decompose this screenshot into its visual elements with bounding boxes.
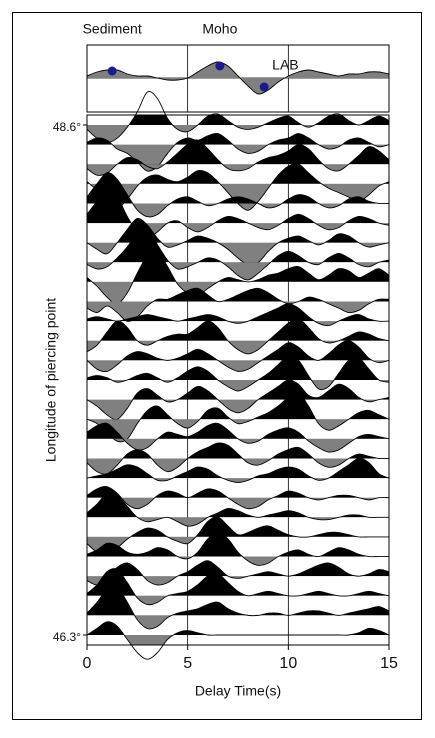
pick-label: Moho xyxy=(202,21,237,37)
trace-line xyxy=(86,516,389,556)
negative-fill xyxy=(87,340,389,354)
positive-fill xyxy=(109,560,389,577)
positive-fill xyxy=(87,585,389,616)
negative-fill xyxy=(92,281,218,304)
trace-line xyxy=(86,568,390,606)
trace-line xyxy=(86,531,389,566)
positive-fill xyxy=(87,492,369,518)
positive-fill xyxy=(87,318,389,341)
negative-fill xyxy=(87,321,389,326)
trace-line xyxy=(86,61,390,95)
negative-fill xyxy=(87,576,389,586)
trace-line xyxy=(86,172,390,218)
negative-fill xyxy=(123,438,389,453)
negative-fill xyxy=(87,635,389,645)
negative-fill xyxy=(87,360,389,372)
trace-line xyxy=(86,585,390,630)
trace-line xyxy=(86,379,390,421)
positive-fill xyxy=(87,486,389,498)
negative-fill xyxy=(87,125,389,143)
pick-dot xyxy=(215,61,225,71)
trace-line xyxy=(86,340,390,373)
x-tick-label: 15 xyxy=(380,655,398,672)
trace-line xyxy=(86,228,390,281)
y-axis-label: Longitude of piercing point xyxy=(43,298,59,462)
negative-fill xyxy=(121,497,379,509)
negative-fill xyxy=(87,301,374,322)
positive-fill xyxy=(87,115,389,125)
negative-fill xyxy=(87,164,389,176)
trace-line xyxy=(86,442,390,475)
trace-line xyxy=(86,163,390,211)
y-tick-label: 46.3° xyxy=(53,630,81,644)
stack-panel-frame xyxy=(86,44,390,113)
pick-label: LAB xyxy=(272,57,298,73)
positive-fill xyxy=(117,139,389,165)
trace-line xyxy=(86,486,390,510)
positive-fill xyxy=(87,392,389,420)
positive-fill xyxy=(87,458,389,479)
positive-fill xyxy=(87,303,389,322)
x-axis-label: Delay Time(s) xyxy=(195,683,281,699)
negative-fill xyxy=(87,478,389,483)
positive-fill xyxy=(87,621,389,635)
pick-label: Sediment xyxy=(83,21,142,37)
x-tick-label: 10 xyxy=(279,655,297,672)
y-tick-label: 48.6° xyxy=(53,120,81,134)
pick-dot xyxy=(259,82,269,92)
trace-line xyxy=(86,355,390,392)
trace-line xyxy=(86,318,390,355)
negative-fill xyxy=(135,595,389,605)
negative-fill xyxy=(87,615,389,629)
positive-fill xyxy=(122,442,389,459)
trace-line xyxy=(86,560,390,586)
trace-line xyxy=(86,492,389,527)
negative-fill xyxy=(87,419,389,442)
positive-fill xyxy=(112,228,389,263)
negative-fill xyxy=(112,144,389,172)
trace-line xyxy=(86,217,390,266)
x-tick-label: 0 xyxy=(83,655,92,672)
trace-line xyxy=(86,392,390,443)
trace-line xyxy=(86,250,390,305)
main-panel-frame xyxy=(86,114,390,646)
pick-dot xyxy=(107,66,117,76)
positive-fill xyxy=(87,187,379,224)
negative-fill xyxy=(87,399,379,420)
negative-fill xyxy=(87,203,389,217)
trace-line xyxy=(86,621,390,660)
negative-fill xyxy=(87,262,389,280)
negative-fill xyxy=(87,458,389,475)
trace-line xyxy=(86,303,390,327)
positive-fill xyxy=(87,532,389,557)
negative-fill xyxy=(87,242,389,265)
figure-border xyxy=(12,12,422,720)
positive-fill xyxy=(87,62,389,78)
positive-fill xyxy=(87,163,389,184)
x-tick-label: 5 xyxy=(183,655,192,672)
stack-panel xyxy=(87,45,389,112)
trace-line xyxy=(86,139,390,176)
negative-fill xyxy=(87,536,369,555)
trace-line xyxy=(86,457,390,483)
